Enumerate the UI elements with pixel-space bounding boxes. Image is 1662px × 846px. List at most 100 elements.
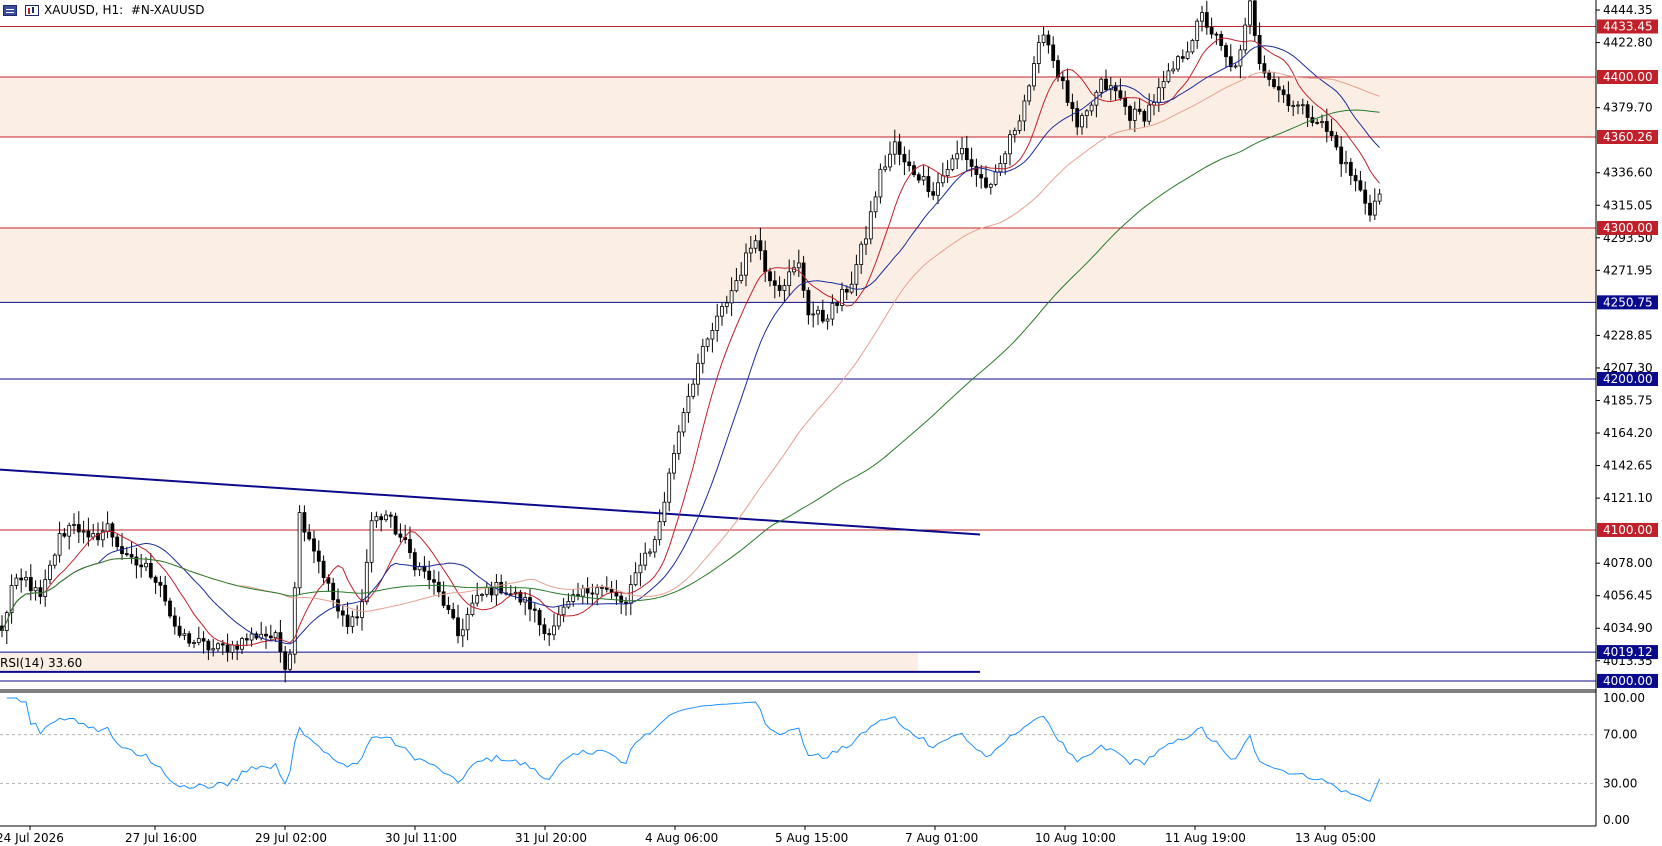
candle-body (518, 591, 523, 603)
candle-body (52, 554, 57, 566)
candle-body (153, 576, 158, 583)
candle-body (883, 166, 888, 170)
candle-body (686, 395, 691, 414)
time-axis: 24 Jul 2026 27 Jul 16:00 29 Jul 02:00 30 Ju… (0, 826, 1376, 845)
candle-body (268, 635, 273, 639)
candle-body (1017, 120, 1022, 131)
candle-body (1238, 49, 1243, 67)
candle-body (249, 633, 254, 641)
symbol-label: XAUUSD (44, 3, 95, 17)
level-tag-label: 4019.12 (1603, 645, 1653, 659)
candle-body (436, 581, 441, 593)
x-tick-label: 29 Jul 02:00 (255, 831, 327, 845)
candle-body (196, 638, 201, 643)
candle-body (873, 196, 878, 213)
candle-body (408, 539, 412, 554)
y-tick-label: 4444.35 (1603, 3, 1653, 17)
candle-body (96, 533, 100, 541)
candle-body (830, 302, 835, 320)
level-tag (1597, 130, 1658, 145)
candle-body (633, 572, 638, 586)
moving-average-line (1, 45, 1380, 645)
list-icon[interactable] (3, 4, 17, 16)
candle-body (1339, 146, 1344, 165)
candle-body (307, 531, 312, 540)
candle-body (1272, 79, 1276, 88)
candle-body (547, 633, 552, 636)
level-tag-label: 4200.00 (1603, 372, 1653, 386)
candle-body (1257, 35, 1262, 64)
moving-average-line (1, 71, 1380, 631)
moving-average-line (1, 109, 1380, 631)
candle-body (768, 271, 772, 282)
candle-body (1252, 0, 1257, 36)
candle-body (484, 587, 489, 595)
candle-body (1022, 100, 1027, 122)
candle-body (369, 520, 374, 563)
candle-body (979, 174, 984, 179)
candle-body (556, 614, 561, 627)
candle-body (316, 550, 321, 562)
candle-body (782, 285, 787, 291)
candle-body (1190, 40, 1195, 53)
candle-body (76, 524, 81, 533)
candle-body (1320, 121, 1324, 124)
candle-body (230, 644, 235, 653)
x-tick-label: 5 Aug 15:00 (775, 831, 848, 845)
candle-body (412, 552, 417, 571)
candle-body (705, 338, 710, 347)
candle-body (1171, 68, 1176, 72)
candle-body (1051, 44, 1056, 61)
candle-body (648, 551, 652, 554)
y-tick-label: 4228.85 (1603, 328, 1653, 342)
candle-body (1041, 34, 1046, 44)
chart-window-icon[interactable] (25, 4, 39, 16)
candle-body (1353, 175, 1358, 182)
candle-body (1185, 51, 1190, 59)
candle-body (892, 141, 897, 155)
candle-body (124, 553, 129, 556)
candle-body (729, 290, 734, 304)
candle-body (902, 154, 907, 163)
candle-body (393, 515, 398, 535)
candle-body (470, 602, 475, 615)
candle-body (691, 383, 696, 397)
candle-body (465, 614, 470, 631)
candle-body (62, 533, 67, 537)
candle-body (1200, 12, 1204, 22)
candle-body (744, 252, 748, 276)
level-tag (1597, 645, 1658, 660)
candle-body (806, 289, 811, 316)
candle-body (960, 148, 964, 155)
candle-body (1070, 102, 1075, 109)
candle-body (110, 523, 115, 538)
candle-body (1080, 115, 1084, 128)
candle-body (854, 264, 859, 285)
candle-body (984, 177, 988, 188)
candle-body (14, 577, 19, 586)
candle-body (600, 587, 604, 589)
candle-body (811, 313, 816, 316)
candle-body (1209, 26, 1214, 35)
candle-body (144, 562, 148, 568)
rsi-tick-label: 70.00 (1603, 728, 1637, 742)
y-tick-label: 4164.20 (1603, 426, 1653, 440)
candle-body (700, 346, 705, 364)
candle-body (619, 595, 624, 603)
candle-body (643, 552, 648, 566)
x-tick-label: 31 Jul 20:00 (515, 831, 587, 845)
candle-body (916, 174, 921, 181)
candle-body (1372, 200, 1377, 216)
candle-body (1027, 85, 1032, 102)
candles (0, 0, 1382, 683)
trend-line (0, 468, 981, 536)
candle-body (72, 524, 76, 526)
rsi-tick-label: 100.00 (1603, 691, 1645, 705)
candle-body (772, 280, 777, 286)
candle-body (187, 633, 192, 644)
candle-body (345, 614, 350, 627)
candle-body (379, 516, 384, 521)
chart-header: XAUUSD, H1: #N-XAUUSD (0, 0, 204, 20)
candle-body (561, 606, 566, 616)
